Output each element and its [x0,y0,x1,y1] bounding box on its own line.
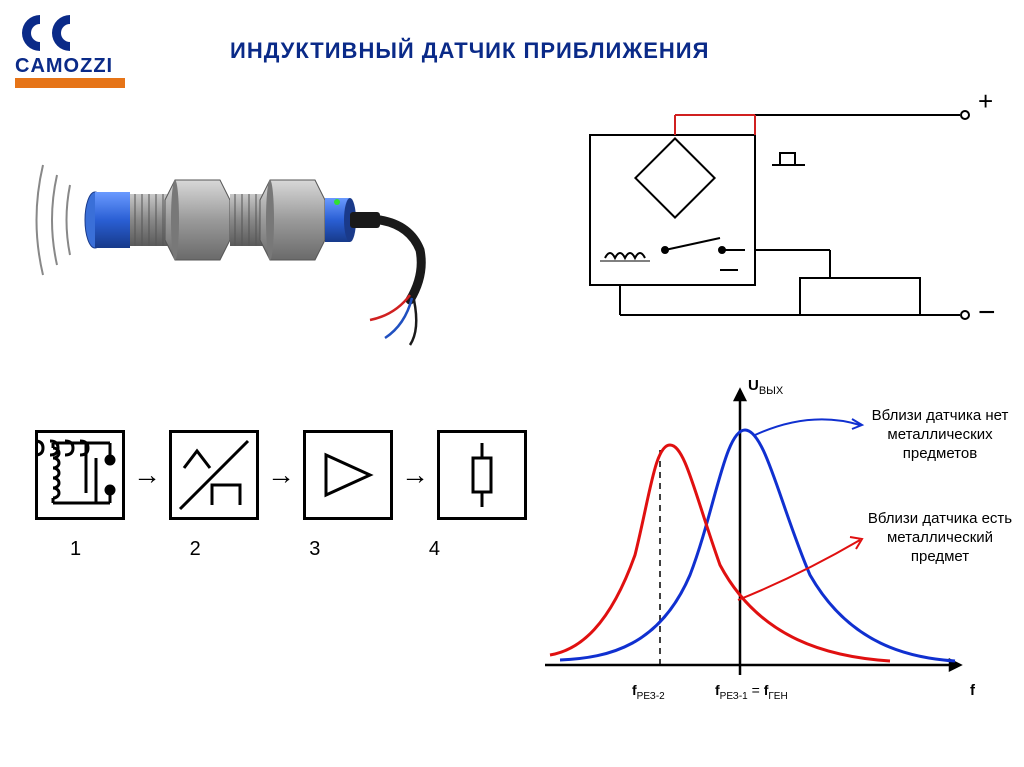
brand-logo: CAMOZZI [15,10,135,95]
resonance-chart: UВЫХ f fРЕЗ-2 fРЕЗ-1 = fГЕН Вблизи датчи… [530,375,1010,735]
sensor-body [85,180,421,345]
arrow-icon: → [133,459,161,491]
block-diagram: → → → [35,430,475,590]
page-title: ИНДУКТИВНЫЙ ДАТЧИК ПРИБЛИЖЕНИЯ [230,38,709,64]
block-label-1: 1 [35,538,116,561]
x-axis-label: f [970,682,976,699]
annotation-with-metal: Вблизи датчика естьметаллическийпредмет [865,510,1015,566]
block-oscillator [35,430,125,520]
annotation-no-metal: Вблизи датчика нетметаллическихпредметов [865,407,1015,463]
arrow-icon: → [267,459,295,491]
circuit-diagram: + − [520,90,1000,330]
block-demodulator [169,430,259,520]
block-label-4: 4 [394,538,475,561]
block-amplifier [303,430,393,520]
logo-bar [15,78,125,88]
logo-cc-icon [22,15,70,51]
x-tick-2: fРЕЗ-1 = fГЕН [715,682,788,702]
logo-text: CAMOZZI [15,55,113,77]
emission-waves-icon [37,165,71,275]
plus-terminal-label: + [978,90,993,116]
arrow-icon: → [401,459,429,491]
block-label-3: 3 [274,538,355,561]
y-axis-label: UВЫХ [748,377,784,397]
sensor-illustration [15,120,455,350]
minus-terminal-label: − [978,296,996,329]
block-label-2: 2 [155,538,236,561]
x-tick-1: fРЕЗ-2 [632,682,665,702]
block-output [437,430,527,520]
